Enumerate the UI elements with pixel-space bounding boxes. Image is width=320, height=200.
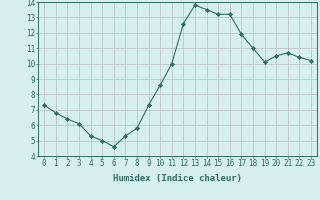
X-axis label: Humidex (Indice chaleur): Humidex (Indice chaleur) xyxy=(113,174,242,183)
